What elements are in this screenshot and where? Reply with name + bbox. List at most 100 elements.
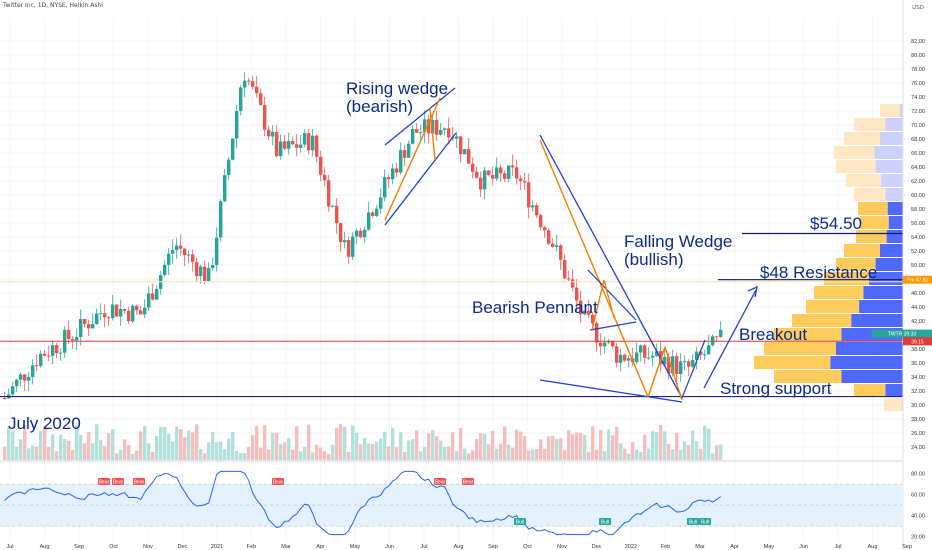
volume-bar bbox=[351, 425, 355, 460]
volume-bar bbox=[699, 448, 703, 460]
candle-body bbox=[487, 170, 491, 176]
volume-bar bbox=[563, 450, 567, 460]
rsi-signal-badge bbox=[514, 518, 526, 525]
y-tick-label: 68.00 bbox=[911, 137, 925, 143]
volume-bar bbox=[639, 451, 643, 460]
volume-bar bbox=[51, 434, 55, 460]
candle-body bbox=[151, 293, 155, 300]
volume-bar bbox=[619, 443, 623, 460]
price-tag-pro-label: Pro 47.81 bbox=[907, 278, 929, 284]
y-tick-label: 44.00 bbox=[911, 305, 925, 311]
candle-body bbox=[427, 119, 431, 134]
y-tick-label: 26.00 bbox=[911, 431, 925, 437]
volume-bar bbox=[347, 452, 351, 460]
volume-bar bbox=[595, 449, 599, 460]
volume-bar bbox=[695, 441, 699, 460]
volume-bar bbox=[267, 449, 271, 460]
candle-body bbox=[407, 143, 411, 158]
candle-body bbox=[403, 150, 407, 158]
volume-bar bbox=[451, 432, 455, 460]
x-tick-label: Apr bbox=[316, 544, 325, 550]
rsi-signal-badge bbox=[434, 478, 446, 485]
y-tick-label: 46.00 bbox=[911, 291, 925, 297]
y-tick-label: 60.00 bbox=[911, 193, 925, 199]
profile-bar-buy bbox=[836, 342, 924, 355]
volume-bar bbox=[71, 450, 75, 460]
x-tick-label: Sep bbox=[488, 544, 498, 550]
candle-body bbox=[583, 310, 587, 315]
candle-body bbox=[155, 288, 159, 300]
candle-body bbox=[483, 170, 487, 190]
rising-wedge-lower bbox=[384, 132, 457, 226]
x-tick-label: Sep bbox=[74, 544, 84, 550]
candle-body bbox=[91, 323, 95, 329]
profile-bar-buy bbox=[830, 356, 924, 369]
volume-bar bbox=[103, 446, 107, 460]
volume-bar bbox=[715, 445, 719, 460]
volume-bar bbox=[479, 433, 483, 460]
volume-bar bbox=[291, 449, 295, 460]
candle-body bbox=[571, 279, 575, 288]
volume-bar bbox=[611, 435, 615, 460]
candle-body bbox=[703, 354, 707, 356]
candle-body bbox=[207, 268, 211, 282]
rising-wedge-zigzag bbox=[384, 97, 441, 221]
pennant-upper bbox=[587, 269, 637, 321]
candle-body bbox=[351, 236, 355, 257]
annotation-line: Rising wedge bbox=[346, 79, 449, 98]
candle-body bbox=[431, 119, 435, 134]
rising-wedge-upper bbox=[384, 87, 456, 146]
candle-body bbox=[371, 212, 375, 216]
candle-body bbox=[719, 329, 723, 337]
volume-bar bbox=[471, 450, 475, 460]
volume-bar bbox=[231, 431, 235, 460]
y-tick-label: 66.00 bbox=[911, 151, 925, 157]
x-tick-label: Mar bbox=[281, 544, 291, 550]
volume-bar bbox=[523, 436, 527, 460]
falling-wedge-zigzag bbox=[647, 346, 666, 398]
volume-bar bbox=[583, 434, 587, 460]
volume-bar bbox=[575, 432, 579, 460]
candle-body bbox=[19, 374, 23, 380]
volume-bar bbox=[431, 430, 435, 460]
volume-bar bbox=[359, 444, 363, 460]
volume-bar bbox=[187, 430, 191, 460]
chart-title: Twitter Inc, 1D, NYSE, Heikin Ashi bbox=[3, 2, 103, 9]
pennant-zigzag bbox=[591, 279, 605, 331]
volume-bar bbox=[247, 447, 251, 460]
volume-bar bbox=[27, 448, 31, 460]
candle-body bbox=[23, 374, 27, 381]
x-tick-label: May bbox=[764, 544, 775, 550]
volume-bar bbox=[675, 432, 679, 460]
candle-body bbox=[439, 129, 443, 135]
rsi-signal-badge bbox=[599, 518, 611, 525]
annotation-line: $48 Resistance bbox=[760, 263, 878, 282]
candle-body bbox=[87, 324, 91, 329]
price-tag-last-label: TWTR 39.33 bbox=[888, 332, 917, 338]
rsi-signal-label: Bear bbox=[463, 480, 474, 486]
volume-bar bbox=[475, 439, 479, 460]
candle-body bbox=[591, 314, 595, 324]
volume-bar bbox=[215, 442, 219, 460]
volume-bar bbox=[403, 451, 407, 460]
volume-bar bbox=[295, 426, 299, 460]
annotation-bearish-pennant: Bearish Pennant bbox=[472, 299, 598, 317]
volume-bar bbox=[79, 434, 83, 460]
annotation-rising-wedge: Rising wedge (bearish) bbox=[346, 80, 448, 116]
volume-bar bbox=[531, 449, 535, 460]
y-tick-label: 36.00 bbox=[911, 361, 925, 367]
rsi-signal-badge bbox=[112, 478, 124, 485]
candle-body bbox=[479, 177, 483, 190]
candles[interactable] bbox=[3, 72, 723, 400]
candle-body bbox=[447, 128, 451, 138]
volume-bar bbox=[163, 427, 167, 460]
candle-body bbox=[295, 144, 299, 148]
rsi-signal-label: Bull bbox=[601, 520, 609, 526]
falling-wedge-lower bbox=[539, 379, 683, 403]
volume-bar bbox=[627, 453, 631, 460]
candle-body bbox=[435, 119, 439, 135]
candle-body bbox=[355, 230, 359, 237]
y-tick-label: 52.00 bbox=[911, 249, 925, 255]
volume-bar bbox=[415, 430, 419, 460]
candle-body bbox=[31, 365, 35, 377]
